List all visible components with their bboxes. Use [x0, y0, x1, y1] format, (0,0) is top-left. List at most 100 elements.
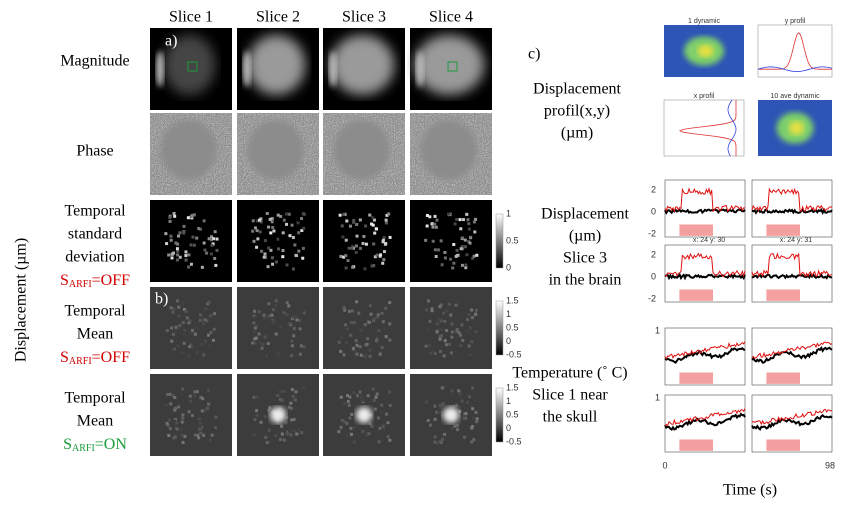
pixel: [352, 321, 356, 325]
side-label: (µm): [569, 228, 601, 245]
pixel: [456, 253, 460, 257]
pixel: [388, 235, 392, 239]
pixel: [439, 319, 443, 323]
pixel: [255, 409, 259, 413]
pixel: [344, 254, 348, 258]
stim-box: [679, 439, 713, 451]
pixel: [300, 334, 304, 338]
pixel: [384, 335, 388, 339]
pixel: [174, 325, 178, 329]
stim-box: [766, 439, 800, 451]
pixel: [381, 261, 385, 265]
pixel: [257, 332, 261, 336]
pixel: [443, 320, 447, 324]
pixel: [355, 222, 359, 226]
colorbar-tick: 0.5: [506, 322, 519, 332]
pixel: [442, 311, 446, 315]
pixel: [470, 316, 474, 320]
subscript: ARFI: [69, 356, 92, 367]
skull: [329, 51, 337, 87]
pixel: [263, 239, 267, 243]
pixel: [190, 414, 194, 418]
pixel: [433, 214, 437, 218]
pixel: [267, 246, 271, 250]
pixel: [347, 309, 351, 313]
pixel: [266, 440, 270, 444]
pixel: [256, 439, 260, 443]
pixel: [252, 314, 256, 318]
row-label: Temporal: [64, 203, 126, 220]
pixel: [355, 300, 359, 304]
pixel: [206, 406, 210, 410]
plot-frame: [757, 24, 833, 78]
pixel: [302, 226, 306, 230]
condition-label: SARFI=ON: [63, 436, 127, 455]
pixel: [170, 256, 174, 260]
pixel: [376, 313, 380, 317]
pixel: [267, 428, 271, 432]
pixel: [459, 227, 463, 231]
colorbar: [495, 213, 504, 269]
pixel: [465, 253, 469, 257]
pixel: [382, 326, 386, 330]
pixel: [177, 405, 181, 409]
pixel: [253, 337, 257, 341]
pixel: [292, 326, 296, 330]
pixel: [255, 395, 259, 399]
pixel: [277, 247, 281, 251]
pixel: [386, 421, 390, 425]
pixel: [290, 354, 294, 358]
image-bg: [150, 200, 232, 282]
pixel: [438, 337, 442, 341]
pixel: [285, 312, 289, 316]
pixel: [278, 389, 282, 393]
pixel: [176, 242, 180, 246]
pixel: [185, 316, 189, 320]
pixel: [433, 404, 437, 408]
pixel: [380, 410, 384, 414]
pixel: [302, 386, 306, 390]
pixel: [184, 250, 188, 254]
pixel: [177, 314, 181, 318]
pixel: [263, 415, 267, 419]
focus: [270, 407, 286, 423]
pixel: [260, 346, 264, 350]
pixel: [339, 254, 343, 258]
pixel: [272, 308, 276, 312]
column-header: Slice 3: [342, 9, 386, 26]
pixel: [215, 237, 219, 241]
pixel: [472, 220, 476, 224]
pixel: [368, 354, 372, 358]
pixel: [174, 241, 178, 245]
pixel: [291, 317, 295, 321]
pixel: [372, 319, 376, 323]
pixel: [274, 299, 278, 303]
pixel: [377, 329, 381, 333]
pixel: [173, 395, 177, 399]
panel-label: c): [528, 46, 540, 63]
pixel: [213, 312, 217, 316]
pixel: [379, 253, 383, 257]
mri-image: [410, 113, 492, 195]
pixel: [193, 394, 197, 398]
pixel: [359, 353, 363, 357]
pixel: [345, 434, 349, 438]
pixel: [202, 219, 206, 223]
column-header: Slice 1: [169, 9, 213, 26]
pixel: [450, 427, 454, 431]
panel-label: a): [165, 33, 177, 50]
pixel: [189, 262, 193, 266]
image-bg: [150, 287, 232, 369]
pixel: [346, 400, 350, 404]
pixel: [347, 246, 351, 250]
trace-red: [751, 187, 833, 212]
pixel: [254, 336, 258, 340]
pixel: [370, 264, 374, 268]
pixel: [351, 245, 355, 249]
trace-red: [664, 187, 746, 213]
pixel: [370, 222, 374, 226]
pixel: [191, 235, 195, 239]
pixel: [300, 229, 304, 233]
mri-image: [323, 287, 405, 369]
pixel: [444, 343, 448, 347]
